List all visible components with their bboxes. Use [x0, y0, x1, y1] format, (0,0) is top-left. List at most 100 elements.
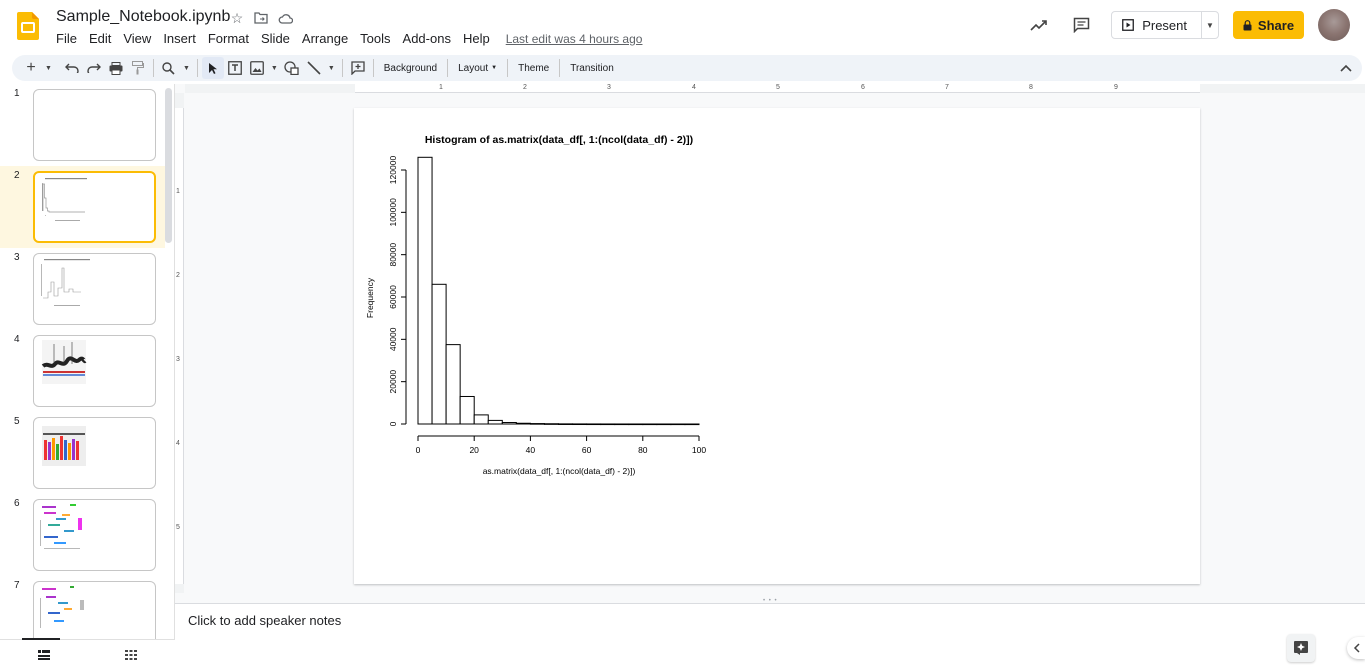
background-button[interactable]: Background	[383, 62, 438, 74]
zoom-dropdown-icon[interactable]: ▼	[182, 64, 190, 72]
menu-insert[interactable]: Insert	[163, 31, 196, 46]
menu-file[interactable]: File	[56, 31, 77, 46]
y-tick-label: 120000	[388, 156, 398, 185]
star-icon[interactable]: ☆	[230, 9, 244, 26]
drag-handle-icon: • • •	[763, 598, 778, 604]
histogram-bar	[543, 423, 559, 425]
menu-addons[interactable]: Add-ons	[402, 31, 451, 46]
line-dropdown-icon[interactable]: ▼	[327, 64, 335, 72]
theme-button[interactable]: Theme	[518, 62, 550, 74]
notes-resize-handle[interactable]: • • •	[175, 596, 1365, 604]
histogram-bar	[473, 414, 489, 425]
slide-thumbnail[interactable]	[33, 417, 156, 489]
slide-thumbnail[interactable]	[33, 89, 156, 161]
transition-button[interactable]: Transition	[570, 62, 614, 74]
menu-view[interactable]: View	[123, 31, 152, 46]
menu-help[interactable]: Help	[462, 31, 490, 46]
x-tick-label: 20	[469, 445, 479, 455]
print-icon[interactable]	[105, 57, 127, 79]
filmstrip-slide[interactable]: 4	[0, 330, 165, 412]
histogram-bar	[642, 423, 658, 426]
slide-thumbnail[interactable]	[33, 171, 156, 243]
ruler-mark: 3	[176, 356, 180, 363]
current-slide[interactable]: Histogram of as.matrix(data_df[, 1:(ncol…	[354, 108, 1200, 584]
cloud-status-icon[interactable]	[277, 10, 293, 26]
horizontal-ruler[interactable]: 1 2 3 4 5 6 7 8 9	[355, 84, 1200, 93]
menu-slide[interactable]: Slide	[261, 31, 290, 46]
menu-edit[interactable]: Edit	[88, 31, 112, 46]
layout-button[interactable]: Layout ▼	[452, 57, 503, 79]
account-avatar[interactable]	[1318, 9, 1350, 41]
paint-format-icon[interactable]	[127, 57, 149, 79]
histogram-bar	[586, 423, 602, 426]
slide-number: 4	[14, 334, 20, 345]
comments-icon[interactable]	[1063, 8, 1099, 42]
histogram-bar	[417, 156, 433, 425]
ruler-mark: 9	[1114, 84, 1118, 91]
menu-format[interactable]: Format	[207, 31, 249, 46]
toolbar-divider	[152, 59, 154, 77]
new-slide-button[interactable]: +	[26, 59, 36, 76]
histogram-bar	[529, 423, 545, 425]
speaker-notes[interactable]: Click to add speaker notes	[188, 613, 342, 628]
menu-arrange[interactable]: Arrange	[301, 31, 349, 46]
slide-thumbnail[interactable]	[33, 253, 156, 325]
document-title[interactable]: Sample_Notebook.ipynb	[56, 8, 231, 25]
share-button[interactable]: Share	[1233, 11, 1304, 39]
collapse-toolbar-icon[interactable]	[1336, 58, 1356, 78]
histogram-chart[interactable]: Histogram of as.matrix(data_df[, 1:(ncol…	[354, 108, 1200, 584]
undo-icon[interactable]	[61, 57, 83, 79]
slides-logo-icon[interactable]	[17, 12, 39, 40]
filmstrip-view-button[interactable]	[0, 638, 88, 669]
slide-thumbnail[interactable]	[33, 581, 156, 639]
new-slide-dropdown-icon[interactable]: ▼	[45, 64, 52, 72]
histogram-bar	[558, 423, 574, 425]
toolbar-divider	[372, 59, 374, 77]
histogram-bar	[431, 283, 447, 425]
zoom-icon[interactable]	[158, 57, 180, 79]
x-tick-label: 80	[638, 445, 648, 455]
x-tick-label: 0	[416, 445, 421, 455]
filmstrip-slide[interactable]: 3	[0, 248, 165, 330]
filmstrip-slide[interactable]: 7	[0, 576, 165, 639]
toolbar: + ▼ ▼ ▼ ▼ Background Layout ▼ Theme	[12, 55, 1362, 81]
slide-thumbnail[interactable]	[33, 499, 156, 571]
histogram-bar	[572, 423, 588, 426]
filmstrip-slide[interactable]: 1	[0, 84, 165, 166]
redo-icon[interactable]	[83, 57, 105, 79]
histogram-bar	[445, 344, 461, 425]
present-icon	[1122, 19, 1135, 31]
toolbar-divider	[341, 59, 343, 77]
line-icon[interactable]	[303, 57, 325, 79]
filmstrip-slide-selected[interactable]: 2	[0, 166, 165, 248]
slide-filmstrip: 1 2 3 4	[0, 84, 175, 639]
shape-icon[interactable]	[281, 57, 303, 79]
present-main-button[interactable]: Present	[1112, 12, 1202, 38]
menu-tools[interactable]: Tools	[360, 31, 391, 46]
activity-dashboard-icon[interactable]	[1021, 8, 1057, 42]
histogram-bar	[600, 423, 616, 426]
present-button[interactable]: Present ▼	[1111, 11, 1219, 39]
y-tick-label: 20000	[388, 370, 398, 394]
filmstrip-slide[interactable]: 5	[0, 412, 165, 494]
text-box-icon[interactable]	[224, 57, 246, 79]
select-tool-icon[interactable]	[201, 57, 224, 79]
grid-view-button[interactable]	[88, 640, 176, 669]
vertical-ruler[interactable]: 1 2 3 4 5	[175, 108, 184, 584]
last-edit-link[interactable]: Last edit was 4 hours ago	[505, 32, 643, 46]
present-dropdown-icon[interactable]: ▼	[1206, 20, 1214, 30]
move-folder-icon[interactable]	[253, 10, 269, 26]
grid-view-icon	[125, 649, 138, 660]
toolbar-divider	[447, 59, 449, 77]
add-comment-icon[interactable]	[347, 57, 369, 79]
side-panel-toggle-icon[interactable]	[1347, 637, 1365, 659]
filmstrip-slide[interactable]: 6	[0, 494, 165, 576]
share-label: Share	[1257, 17, 1295, 33]
image-dropdown-icon[interactable]: ▼	[270, 64, 278, 72]
filmstrip-scrollbar[interactable]	[165, 88, 172, 243]
toolbar-divider	[559, 59, 561, 77]
app-header: Sample_Notebook.ipynb ☆ File Edit View I…	[0, 0, 1365, 50]
explore-button[interactable]	[1287, 634, 1315, 662]
image-icon[interactable]	[246, 57, 268, 79]
slide-thumbnail[interactable]	[33, 335, 156, 407]
